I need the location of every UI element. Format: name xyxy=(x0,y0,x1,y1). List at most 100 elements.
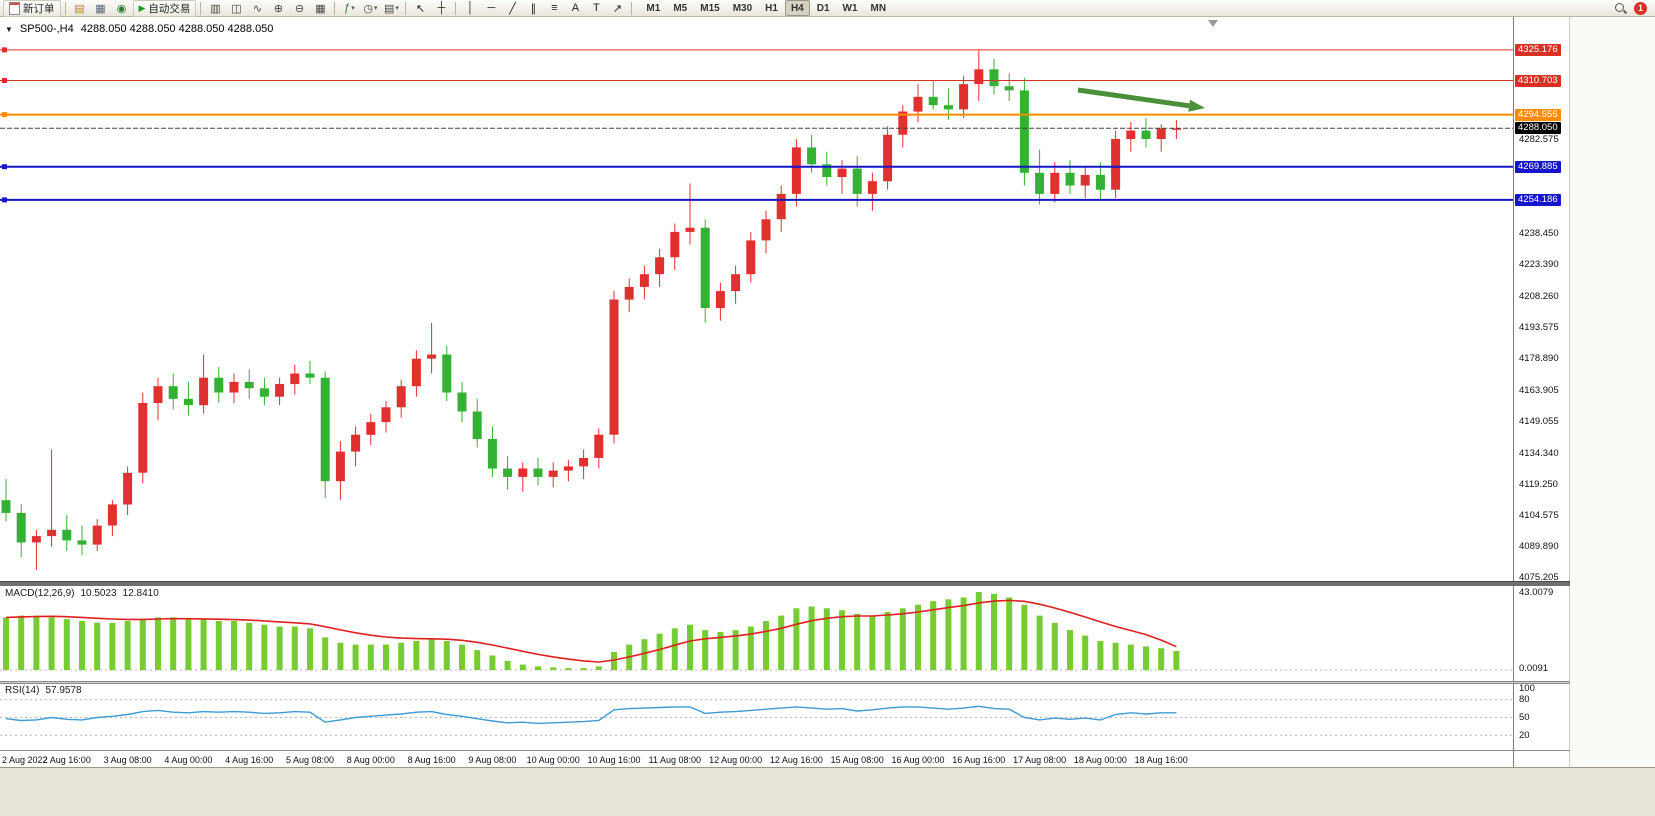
candle-body xyxy=(1,500,11,513)
search-icon[interactable] xyxy=(1614,2,1627,15)
vertical-line-button[interactable]: │ xyxy=(460,1,480,16)
arrows-button[interactable]: ↗ xyxy=(607,1,627,16)
trendline-button[interactable]: ╱ xyxy=(502,1,522,16)
channel-button[interactable]: ∥ xyxy=(523,1,543,16)
rsi-value: 57.9578 xyxy=(45,685,82,696)
macd-histogram-bar xyxy=(413,641,420,670)
notification-badge[interactable]: 1 xyxy=(1634,1,1647,15)
new-order-button[interactable]: 新订单 xyxy=(3,0,61,17)
zoom-in-button[interactable]: ⊕ xyxy=(268,1,288,16)
price-tag: 4294.555 xyxy=(1515,108,1561,121)
time-axis[interactable]: 2 Aug 2022 2 Aug 16:00 3 Aug 08:00 4 Aug 00… xyxy=(0,753,1513,767)
pivot-line-handle[interactable] xyxy=(2,112,7,118)
crosshair-button[interactable]: ┼ xyxy=(431,1,451,16)
macd-histogram-bar xyxy=(215,621,222,670)
periods-button[interactable]: ◷ ▾ xyxy=(360,1,380,16)
macd-histogram-bar xyxy=(504,660,511,670)
price-axis-label: 4223.390 xyxy=(1519,259,1559,271)
price-chart-canvas[interactable] xyxy=(0,17,1513,767)
macd-histogram-bar xyxy=(200,619,207,670)
text-button[interactable]: A xyxy=(565,1,585,16)
tile-windows-button[interactable]: ▦ xyxy=(310,1,330,16)
macd-histogram-bar xyxy=(1097,641,1104,670)
candle-body xyxy=(700,227,710,308)
macd-histogram-bar xyxy=(79,621,85,670)
macd-histogram-bar xyxy=(671,628,678,670)
candle-body xyxy=(609,299,619,435)
indicators-button[interactable]: ƒ ▾ xyxy=(339,1,359,16)
timeframe-mn[interactable]: MN xyxy=(870,2,887,14)
candle-body xyxy=(913,96,923,112)
horizontal-line-button[interactable]: ─ xyxy=(481,1,501,16)
market-watch-button[interactable]: ▤ xyxy=(70,1,90,16)
macd-histogram-bar xyxy=(459,644,465,670)
macd-histogram-bar xyxy=(702,630,709,670)
candle-body xyxy=(761,219,771,241)
macd-histogram-bar xyxy=(869,615,876,670)
rsi-title: RSI(14) xyxy=(5,685,40,696)
bar-chart-button[interactable]: ▥ xyxy=(205,1,225,16)
line-chart-button[interactable]: ∿ xyxy=(247,1,267,16)
candle-body xyxy=(183,398,193,406)
price-tag: 4269.885 xyxy=(1515,160,1561,173)
candlestick-chart-button[interactable]: ◫ xyxy=(226,1,246,16)
macd-histogram-bar xyxy=(535,666,541,670)
macd-histogram-bar xyxy=(367,644,374,670)
macd-histogram-bar xyxy=(94,622,101,670)
support-line-2-handle[interactable] xyxy=(2,197,7,203)
one-click-trading-arrow-icon[interactable]: ▼ xyxy=(5,24,13,34)
timeframe-w1[interactable]: W1 xyxy=(842,2,858,14)
zoom-out-button[interactable]: ⊖ xyxy=(289,1,309,16)
timeframe-m1[interactable]: M1 xyxy=(646,2,661,14)
data-window-icon: ▦ xyxy=(95,2,106,15)
price-axis[interactable]: 4282.575 4238.450 4223.390 4208.260 4193.575… xyxy=(1513,17,1570,767)
dropdown-arrow-icon: ▾ xyxy=(395,5,399,12)
macd-histogram-bar xyxy=(1143,646,1149,670)
ohlc-values: 4288.050 4288.050 4288.050 4288.050 xyxy=(80,23,274,35)
rsi-axis-label: 20 xyxy=(1519,729,1530,741)
price-axis-label: 4238.450 xyxy=(1519,227,1559,239)
zoom-out-icon: ⊖ xyxy=(294,2,305,15)
panel-separator-timeaxis xyxy=(0,750,1570,751)
macd-histogram-bar xyxy=(246,622,253,670)
trend-arrow[interactable] xyxy=(1077,87,1190,109)
candle-body xyxy=(731,274,741,292)
macd-histogram-bar xyxy=(1112,642,1119,670)
candle-body xyxy=(1095,174,1105,190)
macd-histogram-bar xyxy=(595,666,602,670)
cursor-button[interactable]: ↖ xyxy=(410,1,430,16)
timeframe-d1[interactable]: D1 xyxy=(816,2,830,14)
timeframe-m15[interactable]: M15 xyxy=(700,2,720,14)
templates-button[interactable]: ▤ ▾ xyxy=(381,1,401,16)
candle-body xyxy=(259,388,269,397)
timeframe-m5[interactable]: M5 xyxy=(673,2,688,14)
autotrading-button[interactable]: ▶ 自动交易 xyxy=(132,0,197,17)
candle-body xyxy=(320,377,330,482)
channel-icon: ∥ xyxy=(530,2,537,15)
chart-workspace: ▼ SP500-,H4 4288.050 4288.050 4288.050 4… xyxy=(0,17,1655,767)
line-chart-icon: ∿ xyxy=(252,2,263,15)
macd-histogram-bar xyxy=(443,641,450,670)
candle-body xyxy=(62,529,72,541)
macd-histogram-bar xyxy=(3,617,9,670)
panel-separator-macd[interactable] xyxy=(0,581,1570,586)
timeframe-m30[interactable]: M30 xyxy=(732,2,753,14)
time-axis-label: 11 Aug 08:00 xyxy=(648,755,701,765)
macd-histogram-bar xyxy=(823,608,830,670)
macd-histogram-bar xyxy=(717,631,724,670)
fibonacci-button[interactable]: ≡ xyxy=(544,1,564,16)
label-button[interactable]: T xyxy=(586,1,606,16)
timeframe-h4[interactable]: H4 xyxy=(784,0,810,16)
panel-separator-rsi[interactable] xyxy=(0,681,1570,684)
candle-body xyxy=(579,458,589,467)
support-line-1-handle[interactable] xyxy=(2,164,7,170)
mql5-community-icon: ◉ xyxy=(116,2,127,15)
candle-body xyxy=(1004,86,1014,91)
zoom-in-icon: ⊕ xyxy=(273,2,284,15)
resistance-line-1-handle[interactable] xyxy=(2,47,7,53)
timeframe-h1[interactable]: H1 xyxy=(765,2,778,14)
data-window-button[interactable]: ▦ xyxy=(91,1,111,16)
resistance-line-2-handle[interactable] xyxy=(2,78,7,83)
mql5-community-button[interactable]: ◉ xyxy=(112,1,132,16)
